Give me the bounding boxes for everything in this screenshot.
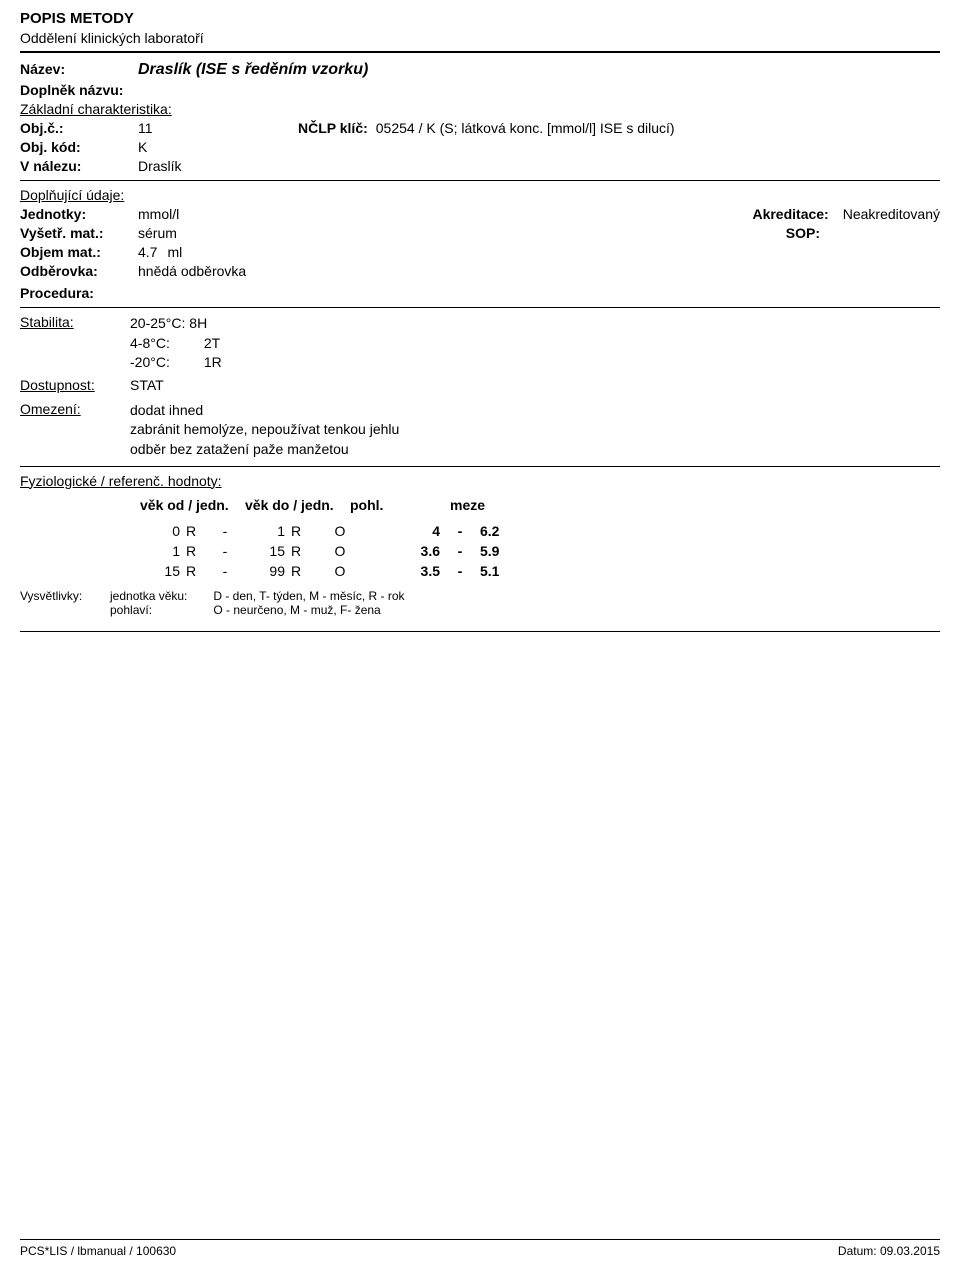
age-to-unit: R <box>285 523 310 539</box>
sex-value: O <box>310 543 370 559</box>
divider <box>20 180 940 181</box>
age-to-value: 99 <box>245 563 285 579</box>
vysmat-value: sérum <box>138 225 177 241</box>
limit-low: 3.6 <box>370 543 440 559</box>
divider <box>20 51 940 53</box>
sex-value: O <box>310 563 370 579</box>
age-from-value: 0 <box>140 523 180 539</box>
supp-heading: Doplňující údaje: <box>20 187 124 203</box>
stabilita-line2b: 2T <box>204 335 220 351</box>
age-to-value: 1 <box>245 523 285 539</box>
vnalezu-label: V nálezu: <box>20 158 130 174</box>
akreditace-value: Neakreditovaný <box>843 206 940 222</box>
objem-label: Objem mat.: <box>20 244 130 260</box>
limit-low: 4 <box>370 523 440 539</box>
dash: - <box>205 563 245 579</box>
nclp-label: NČLP klíč: <box>298 120 368 136</box>
legend-sex-label: pohlaví: <box>110 603 210 617</box>
footer-date-value: 09.03.2015 <box>880 1244 940 1258</box>
limit-low: 3.5 <box>370 563 440 579</box>
stabilita-label: Stabilita: <box>20 314 130 330</box>
dash: - <box>205 543 245 559</box>
divider <box>20 307 940 308</box>
odberovka-label: Odběrovka: <box>20 263 130 279</box>
nclp-value: 05254 / K (S; látková konc. [mmol/l] ISE… <box>376 120 675 136</box>
footer-left: PCS*LIS / lbmanual / 100630 <box>20 1244 176 1258</box>
nazev-label: Název: <box>20 61 130 77</box>
jednotky-label: Jednotky: <box>20 206 130 222</box>
doplnek-label: Doplněk názvu: <box>20 82 123 98</box>
dostupnost-value: STAT <box>130 377 164 393</box>
objem-value: 4.7 <box>138 244 157 260</box>
age-to-unit: R <box>285 563 310 579</box>
legend-sex-value: O - neurčeno, M - muž, F- žena <box>213 603 380 617</box>
objkod-value: K <box>138 139 147 155</box>
th-limits: meze <box>410 497 520 513</box>
vysvetlivky-label: Vysvětlivky: <box>20 589 110 603</box>
limit-high: 5.1 <box>480 563 530 579</box>
stabilita-line2a: 4-8°C: <box>130 334 200 354</box>
age-from-value: 15 <box>140 563 180 579</box>
ref-row: 15R-99RO3.5-5.1 <box>140 563 530 579</box>
objkod-label: Obj. kód: <box>20 139 130 155</box>
ref-row: 1R-15RO3.6-5.9 <box>140 543 530 559</box>
divider <box>20 466 940 467</box>
sex-value: O <box>310 523 370 539</box>
objc-label: Obj.č.: <box>20 120 130 136</box>
age-from-value: 1 <box>140 543 180 559</box>
age-from-unit: R <box>180 523 205 539</box>
basic-heading: Základní charakteristika: <box>20 101 172 117</box>
th-age-to: věk do / jedn. <box>245 497 350 513</box>
dash: - <box>440 523 480 539</box>
ref-row: 0R-1RO4-6.2 <box>140 523 530 539</box>
nazev-value: Draslík (ISE s ředěním vzorku) <box>138 61 368 79</box>
jednotky-value: mmol/l <box>138 206 179 222</box>
stabilita-line3b: 1R <box>204 354 222 370</box>
limit-high: 6.2 <box>480 523 530 539</box>
objem-unit: ml <box>167 244 182 260</box>
sop-label: SOP: <box>786 225 820 241</box>
legend-age-label: jednotka věku: <box>110 589 210 603</box>
legend-age-value: D - den, T- týden, M - měsíc, R - rok <box>213 589 404 603</box>
doc-subtitle: Oddělení klinických laboratoří <box>20 30 940 46</box>
dash: - <box>440 543 480 559</box>
omezeni-label: Omezení: <box>20 401 130 417</box>
odberovka-value: hnědá odběrovka <box>138 263 246 279</box>
stabilita-line3a: -20°C: <box>130 353 200 373</box>
footer: PCS*LIS / lbmanual / 100630 Datum: 09.03… <box>20 1239 940 1258</box>
th-age-from: věk od / jedn. <box>140 497 245 513</box>
ref-heading: Fyziologické / referenč. hodnoty: <box>20 473 222 489</box>
stabilita-line1: 20-25°C: 8H <box>130 314 222 334</box>
limit-high: 5.9 <box>480 543 530 559</box>
age-from-unit: R <box>180 543 205 559</box>
age-to-unit: R <box>285 543 310 559</box>
doc-title: POPIS METODY <box>20 10 940 27</box>
vnalezu-value: Draslík <box>138 158 182 174</box>
divider <box>20 631 940 632</box>
dash: - <box>440 563 480 579</box>
age-to-value: 15 <box>245 543 285 559</box>
dostupnost-label: Dostupnost: <box>20 377 130 393</box>
dash: - <box>205 523 245 539</box>
vysmat-label: Vyšetř. mat.: <box>20 225 130 241</box>
omezeni-line1: dodat ihned <box>130 401 399 421</box>
th-sex: pohl. <box>350 497 410 513</box>
procedura-label: Procedura: <box>20 285 94 301</box>
omezeni-line3: odběr bez zatažení paže manžetou <box>130 440 399 460</box>
objc-value: 11 <box>138 120 298 136</box>
omezeni-line2: zabránit hemolýze, nepoužívat tenkou jeh… <box>130 420 399 440</box>
age-from-unit: R <box>180 563 205 579</box>
footer-date-label: Datum: <box>838 1244 877 1258</box>
akreditace-label: Akreditace: <box>752 206 828 222</box>
